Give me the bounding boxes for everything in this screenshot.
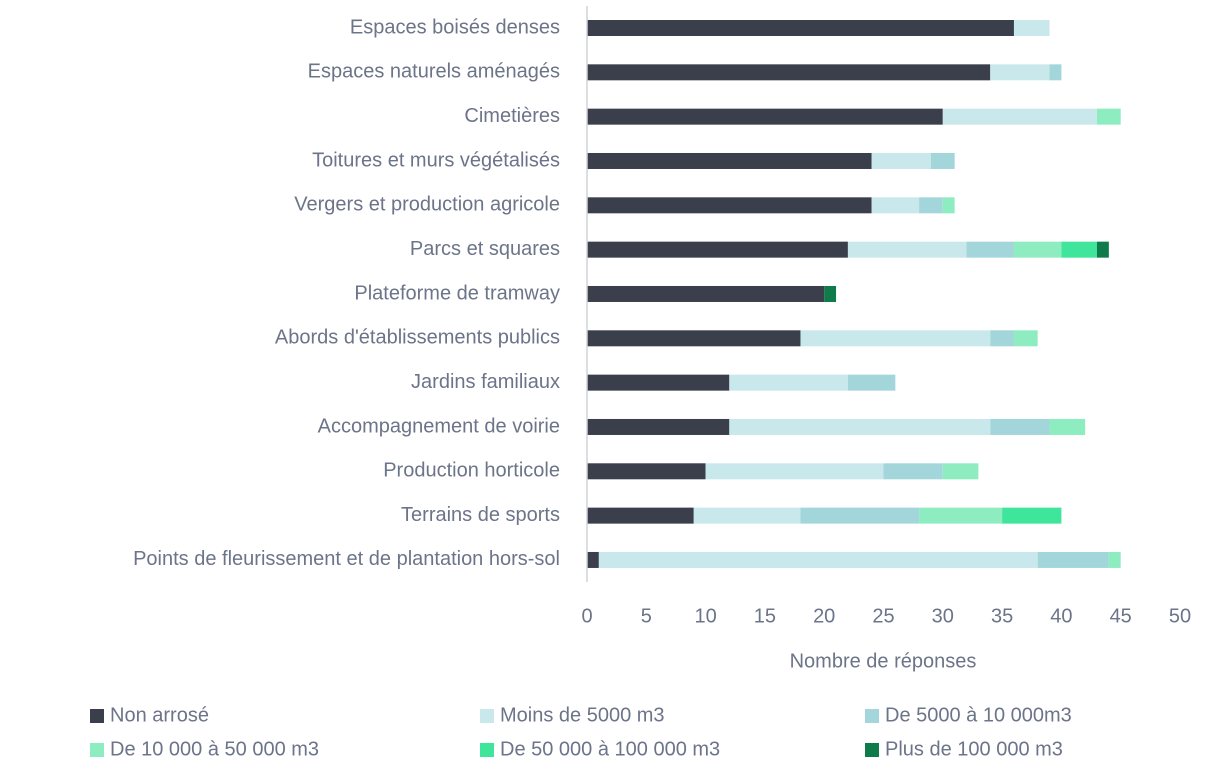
- bar-segment: [1049, 418, 1086, 435]
- y-tick-label: Production horticole: [383, 460, 560, 482]
- bar-segment: [587, 330, 801, 347]
- bar-segment: [871, 152, 931, 169]
- y-tick-label: Cimetières: [464, 105, 560, 127]
- bar-segment: [990, 330, 1014, 347]
- bar-segment: [824, 285, 837, 302]
- bar-segment: [587, 64, 991, 81]
- bar-segment: [990, 418, 1050, 435]
- legend-swatch: [865, 743, 879, 757]
- legend-label: Moins de 5000 m3: [500, 704, 665, 726]
- legend-label: Plus de 100 000 m3: [885, 738, 1063, 760]
- bar-segment: [1013, 20, 1050, 36]
- bar-segment: [587, 551, 599, 568]
- bar-segment: [919, 507, 1003, 524]
- x-tick-label: 10: [694, 605, 716, 627]
- bar-segment: [1096, 241, 1109, 258]
- bar-segment: [598, 551, 1038, 568]
- x-tick-label: 35: [991, 605, 1013, 627]
- y-tick-label: Plateforme de tramway: [354, 282, 560, 304]
- bar-segment: [587, 418, 730, 435]
- bar-segment: [1013, 241, 1062, 258]
- bar-segment: [587, 463, 706, 480]
- bar-segment: [1096, 108, 1121, 125]
- bar-segment: [587, 374, 730, 391]
- legend-swatch: [90, 743, 104, 757]
- x-tick-label: 5: [641, 605, 652, 627]
- bar-segment: [871, 197, 920, 214]
- bar-segment: [942, 197, 955, 214]
- x-tick-label: 0: [581, 605, 592, 627]
- x-tick-label: 15: [754, 605, 776, 627]
- x-tick-label: 45: [1110, 605, 1132, 627]
- bar-segment: [942, 463, 979, 480]
- bar-segment: [1037, 551, 1109, 568]
- y-tick-label: Parcs et squares: [410, 238, 560, 260]
- bar-segment: [990, 64, 1050, 81]
- bar-segment: [1061, 241, 1097, 258]
- y-tick-label: Espaces boisés denses: [350, 16, 560, 38]
- legend-label: De 5000 à 10 000m3: [885, 704, 1072, 726]
- y-tick-label: Jardins familiaux: [411, 371, 560, 393]
- x-tick-label: 25: [872, 605, 894, 627]
- bar-segment: [930, 152, 955, 169]
- y-tick-label: Espaces naturels aménagés: [308, 61, 560, 83]
- bar-segment: [1049, 64, 1062, 81]
- bar-segment: [587, 241, 848, 258]
- x-tick-label: 20: [813, 605, 835, 627]
- bar-segment: [847, 241, 967, 258]
- bar-segment: [587, 507, 694, 524]
- bar-segment: [587, 152, 872, 169]
- bar-segment: [693, 507, 801, 524]
- bar-segment: [729, 374, 848, 391]
- bar-segment: [587, 20, 1014, 36]
- legend-swatch: [90, 709, 104, 723]
- x-axis-title: Nombre de réponses: [790, 650, 977, 672]
- bar-segment: [800, 330, 991, 347]
- bar-segment: [587, 197, 872, 214]
- legend-swatch: [480, 743, 494, 757]
- bar-segment: [587, 285, 825, 302]
- legend-swatch: [480, 709, 494, 723]
- legend-swatch: [865, 709, 879, 723]
- y-tick-label: Terrains de sports: [401, 504, 560, 526]
- y-tick-label: Vergers et production agricole: [294, 194, 560, 216]
- y-tick-label: Points de fleurissement et de plantation…: [133, 548, 560, 570]
- x-tick-label: 40: [1050, 605, 1072, 627]
- bar-segment: [587, 108, 943, 125]
- bar-segment: [1002, 507, 1062, 524]
- bar-segment: [705, 463, 884, 480]
- bar-segment: [729, 418, 991, 435]
- bar-segment: [966, 241, 1014, 258]
- legend-label: De 10 000 à 50 000 m3: [110, 738, 319, 760]
- bar-segment: [847, 374, 896, 391]
- bar-segment: [883, 463, 943, 480]
- bar-segment: [1108, 551, 1121, 568]
- x-tick-label: 50: [1169, 605, 1191, 627]
- bar-segment: [800, 507, 920, 524]
- y-tick-label: Accompagnement de voirie: [318, 415, 560, 437]
- y-tick-label: Abords d'établissements publics: [275, 327, 560, 349]
- legend-label: Non arrosé: [110, 704, 209, 726]
- bar-segment: [919, 197, 943, 214]
- y-tick-label: Toitures et murs végétalisés: [312, 149, 560, 171]
- bar-segment: [942, 108, 1097, 125]
- bar-segment: [1013, 330, 1038, 347]
- x-tick-label: 30: [932, 605, 954, 627]
- legend-label: De 50 000 à 100 000 m3: [500, 738, 720, 760]
